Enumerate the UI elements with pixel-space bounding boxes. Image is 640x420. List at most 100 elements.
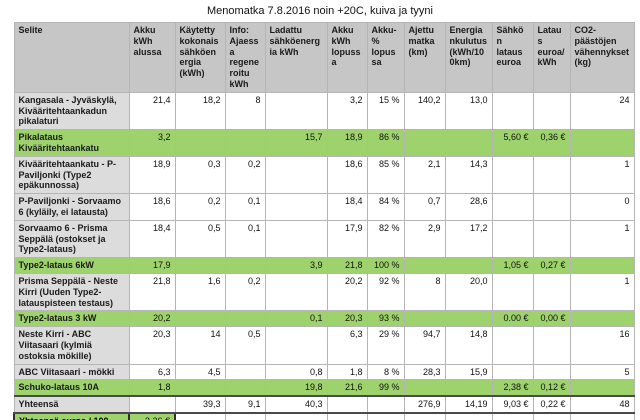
cell: 100 % (366, 257, 405, 274)
cell: 5 (569, 363, 635, 381)
page-title: Menomatka 7.8.2016 noin +20C, kuiva ja t… (207, 5, 433, 17)
cell: 0,36 € (532, 129, 571, 157)
cell (264, 193, 328, 221)
cell: 20,3 (128, 326, 176, 365)
cell: 2,38 € (491, 379, 534, 397)
cell (569, 412, 635, 420)
cell: 0,2 (224, 155, 266, 195)
cell (366, 412, 405, 420)
cell: 0,1 (264, 310, 328, 328)
cell: 18,4 (326, 193, 368, 221)
cell: 15 % (366, 91, 405, 131)
cell: 85 % (366, 155, 405, 195)
cell: 21,8 (128, 272, 176, 312)
cell: 8 (403, 272, 446, 312)
table-row-charge: Pikalataus Kivääritehtaankatu 3,2 15,7 18,9… (13, 129, 635, 157)
cell: 93 % (366, 310, 405, 328)
cell: 20,3 (326, 310, 368, 328)
cell (532, 363, 571, 381)
cell: 20,0 (444, 272, 493, 312)
cell: 16 (569, 326, 635, 365)
cell (532, 193, 571, 221)
cell: 2,1 (403, 155, 446, 195)
cell (174, 379, 226, 397)
cell (532, 326, 571, 365)
cell (569, 379, 635, 397)
cell: 29 % (366, 326, 405, 365)
cell: 20,2 (326, 272, 368, 312)
table-row-cost_summary: Yhteensä euroa / 100 km:3,26 € (13, 411, 635, 420)
row-label: Pikalataus Kivääritehtaankatu (13, 129, 130, 157)
row-label: Type2-lataus 6kW (13, 257, 130, 274)
cell (491, 412, 534, 420)
cell (444, 129, 493, 157)
cell: 0,5 (174, 219, 226, 259)
cell (532, 219, 571, 259)
cell: 17,9 (326, 219, 368, 259)
cell: 3,26 € (128, 411, 176, 420)
table-row-charge: Schuko-lataus 10A 1,8 19,8 21,6 99 % 2,38 €0,… (13, 379, 635, 397)
cell: 1,6 (174, 272, 226, 312)
table-row-leg: ABC Viitasaari - mökki 6,3 4,5 0,8 1,8 8 % 28,… (13, 363, 635, 381)
cell: 0,2 (224, 272, 266, 312)
cell (569, 129, 635, 157)
cell (444, 412, 493, 420)
cell (403, 129, 446, 157)
row-label: P-Paviljonki - Sorvaamo 6 (kyläily, ei l… (13, 193, 130, 221)
cell: 0,7 (403, 193, 446, 221)
cell: 1 (569, 219, 635, 259)
cell: 3,2 (326, 91, 368, 131)
cell: 0,27 € (532, 257, 571, 274)
cell (264, 155, 328, 195)
cell (224, 363, 266, 381)
cell: 39,3 (174, 395, 226, 414)
cell: 13,0 (444, 91, 493, 131)
table-row-leg: Kangasala - Jyväskylä, Kivääritehtaankad… (13, 91, 635, 131)
column-header-2: Käytetty kokonaissähköenergia (kWh) (174, 22, 226, 93)
table-row-leg: Prisma Seppälä - Neste Kirri (Uuden Type… (13, 272, 635, 312)
cell: 14,19 (444, 395, 493, 414)
cell: 17,9 (128, 257, 176, 274)
cell (224, 379, 266, 397)
table-row-totals: Yhteensä 39,3 9,1 40,3 276,9 14,19 9,03 €0,22 … (13, 395, 635, 414)
cell (532, 91, 571, 131)
cell: 18,9 (128, 155, 176, 195)
row-label: Yhteensä (13, 395, 130, 414)
trip-log-table: Selite Akku kWh alussa Käytetty kokonaissä… (13, 22, 635, 420)
cell (532, 272, 571, 312)
row-label: Yhteensä euroa / 100 km: (13, 411, 130, 420)
cell (264, 219, 328, 259)
row-label: Schuko-lataus 10A (13, 379, 130, 397)
cell (264, 91, 328, 131)
cell: 17,2 (444, 219, 493, 259)
cell: 0,8 (264, 363, 328, 381)
column-header-11: CO2-päästöjen vähennykset (kg) (569, 22, 635, 93)
cell (326, 412, 368, 420)
column-header-7: Ajettu matka (km) (403, 22, 446, 93)
cell: 6,3 (128, 363, 176, 381)
cell: 18,2 (174, 91, 226, 131)
cell (264, 326, 328, 365)
table-row-charge: Type2-lataus 3 kW 20,2 0,1 20,3 93 % 0.00 €0,… (13, 310, 635, 328)
cell: 48 (569, 395, 635, 414)
cell (264, 272, 328, 312)
cell (224, 310, 266, 328)
cell: 276,9 (403, 395, 446, 414)
cell: 84 % (366, 193, 405, 221)
cell (403, 257, 446, 274)
cell: 18,6 (326, 155, 368, 195)
cell: 86 % (366, 129, 405, 157)
cell (569, 310, 635, 328)
table-row-leg: Sorvaamo 6 - Prisma Seppälä (ostokset ja… (13, 219, 635, 259)
cell: 0,5 (224, 326, 266, 365)
cell: 92 % (366, 272, 405, 312)
cell: 24 (569, 91, 635, 131)
cell (174, 129, 226, 157)
cell (444, 310, 493, 328)
cell: 6,3 (326, 326, 368, 365)
cell (491, 91, 534, 131)
cell (174, 310, 226, 328)
cell: 40,3 (264, 395, 328, 414)
cell: 9,03 € (491, 395, 534, 414)
cell: 94,7 (403, 326, 446, 365)
